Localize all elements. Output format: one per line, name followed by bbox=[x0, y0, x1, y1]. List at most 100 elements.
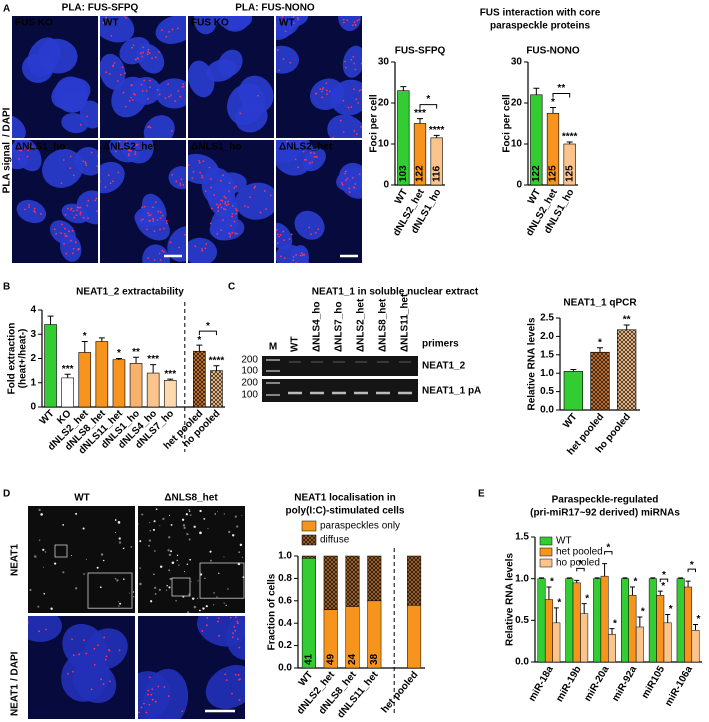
signal-dot bbox=[147, 48, 150, 51]
signal-dot bbox=[228, 190, 230, 192]
signal-dot bbox=[85, 652, 88, 655]
signal-dot bbox=[352, 176, 354, 179]
signal-dot bbox=[28, 203, 30, 206]
signal-dot bbox=[158, 93, 161, 96]
panel-label: D bbox=[3, 489, 10, 500]
signal-dot bbox=[354, 183, 357, 185]
signal-dot bbox=[118, 537, 121, 540]
signal-dot bbox=[161, 249, 164, 252]
signal-dot bbox=[329, 90, 331, 93]
error-bar bbox=[433, 134, 440, 138]
signal-dot bbox=[354, 137, 356, 138]
signal-dot bbox=[292, 256, 295, 258]
signal-dot bbox=[231, 215, 233, 218]
signal-dot bbox=[222, 616, 224, 617]
chart-title: NEAT1_2 extractability bbox=[76, 287, 184, 298]
signal-dot bbox=[102, 21, 105, 24]
inset-box bbox=[54, 544, 68, 558]
signal-dot bbox=[239, 112, 242, 115]
band-label: NEAT1_1 pA bbox=[422, 386, 481, 397]
bar bbox=[146, 372, 160, 408]
y-tick-label: 2.0 bbox=[540, 331, 554, 342]
signal-dot bbox=[228, 530, 231, 534]
signal-dot bbox=[132, 44, 135, 47]
signal-dot bbox=[221, 199, 224, 202]
signal-dot bbox=[205, 624, 208, 627]
panel-label: B bbox=[3, 282, 10, 293]
micrograph bbox=[28, 616, 135, 719]
signal-dot bbox=[200, 573, 203, 576]
y-tick-label: 10 bbox=[511, 139, 523, 150]
signal-dot bbox=[358, 89, 361, 92]
bar bbox=[44, 324, 57, 408]
signal-dot bbox=[276, 49, 279, 51]
nucleus bbox=[100, 161, 125, 194]
signal-dot bbox=[254, 185, 257, 188]
bar bbox=[129, 363, 143, 408]
count-label: 122 bbox=[415, 165, 426, 182]
signal-dot bbox=[69, 167, 72, 170]
signal-dot bbox=[358, 173, 361, 176]
signal-dot bbox=[149, 521, 151, 524]
row-label: NEAT1 bbox=[10, 684, 21, 716]
signal-dot bbox=[95, 197, 98, 200]
signal-dot bbox=[170, 524, 173, 526]
signal-dot bbox=[38, 630, 41, 633]
signal-dot bbox=[130, 149, 132, 152]
signal-dot bbox=[107, 648, 110, 651]
signal-dot bbox=[241, 515, 243, 517]
y-tick-label: 30 bbox=[378, 57, 390, 68]
signal-dot bbox=[71, 638, 73, 641]
signal-dot bbox=[105, 71, 108, 74]
signal-dot bbox=[73, 216, 76, 219]
y-tick-label: 3 bbox=[30, 329, 36, 340]
signal-dot bbox=[60, 182, 63, 184]
error-bar bbox=[623, 324, 630, 330]
signal-dot bbox=[153, 259, 156, 261]
signal-dot bbox=[353, 21, 356, 24]
bracket bbox=[198, 330, 217, 336]
signal-dot bbox=[188, 510, 191, 513]
y-tick-label: 0.2 bbox=[278, 640, 292, 651]
signal-dot bbox=[162, 517, 165, 521]
signal-dot bbox=[353, 11, 355, 13]
micrograph bbox=[28, 506, 135, 613]
nucleus bbox=[49, 220, 76, 245]
signal-dot bbox=[138, 711, 140, 714]
signal-dot bbox=[147, 689, 150, 692]
inset-box bbox=[199, 562, 245, 599]
signal-dot bbox=[78, 653, 80, 656]
signal-dot bbox=[197, 580, 199, 582]
signal-dot bbox=[225, 204, 228, 207]
signal-dot bbox=[118, 649, 121, 652]
bar bbox=[628, 595, 637, 663]
significance: * bbox=[550, 577, 554, 588]
signal-dot bbox=[90, 151, 93, 154]
signal-dot bbox=[238, 678, 240, 681]
signal-dot bbox=[42, 548, 45, 551]
signal-dot bbox=[182, 85, 185, 88]
signal-dot bbox=[154, 201, 157, 204]
signal-dot bbox=[231, 636, 234, 638]
error-bar bbox=[196, 344, 203, 352]
nucleus bbox=[28, 616, 63, 642]
signal-dot bbox=[236, 525, 239, 528]
signal-dot bbox=[142, 46, 145, 49]
signal-dot bbox=[343, 21, 345, 24]
signal-dot bbox=[108, 73, 111, 75]
chart-title: FUS-NONO bbox=[526, 46, 580, 57]
nucleus bbox=[54, 76, 89, 113]
signal-dot bbox=[140, 83, 143, 86]
signal-dot bbox=[313, 152, 316, 155]
nucleus bbox=[193, 16, 217, 35]
bar bbox=[78, 352, 92, 408]
error-bar bbox=[597, 347, 603, 353]
significance: *** bbox=[147, 354, 159, 365]
signal-dot bbox=[130, 83, 133, 86]
signal-dot bbox=[132, 591, 135, 593]
signal-dot bbox=[283, 257, 286, 260]
significance: * bbox=[117, 348, 121, 359]
signal-dot bbox=[257, 94, 259, 97]
bar bbox=[608, 634, 616, 663]
y-tick-label: 0.5 bbox=[540, 386, 554, 397]
